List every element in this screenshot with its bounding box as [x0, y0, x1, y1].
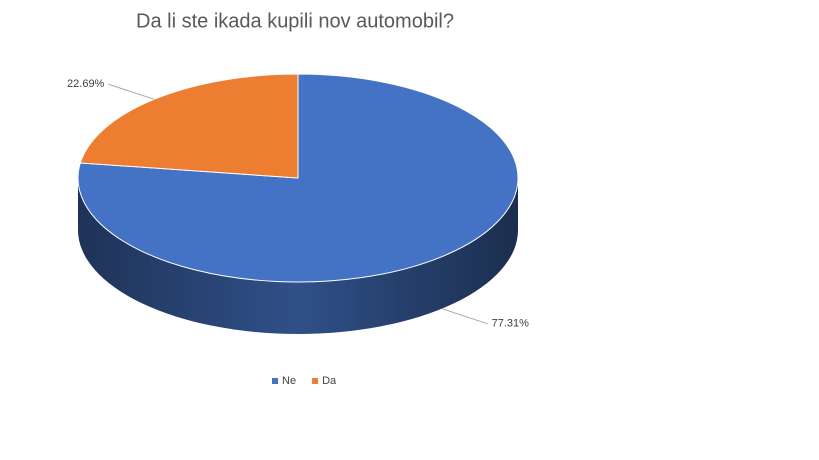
data-label: 22.69%	[67, 78, 105, 90]
legend-label: Da	[322, 375, 337, 387]
legend-swatch	[312, 378, 319, 384]
slice-side	[78, 178, 518, 334]
leader-line	[108, 83, 155, 100]
legend-label: Ne	[282, 375, 296, 387]
slice	[79, 73, 299, 179]
legend-swatch	[272, 378, 278, 384]
leader-line	[441, 308, 488, 325]
chart-title: Da li ste ikada kupili nov automobil?	[136, 10, 454, 32]
data-label: 77.31%	[492, 318, 530, 330]
